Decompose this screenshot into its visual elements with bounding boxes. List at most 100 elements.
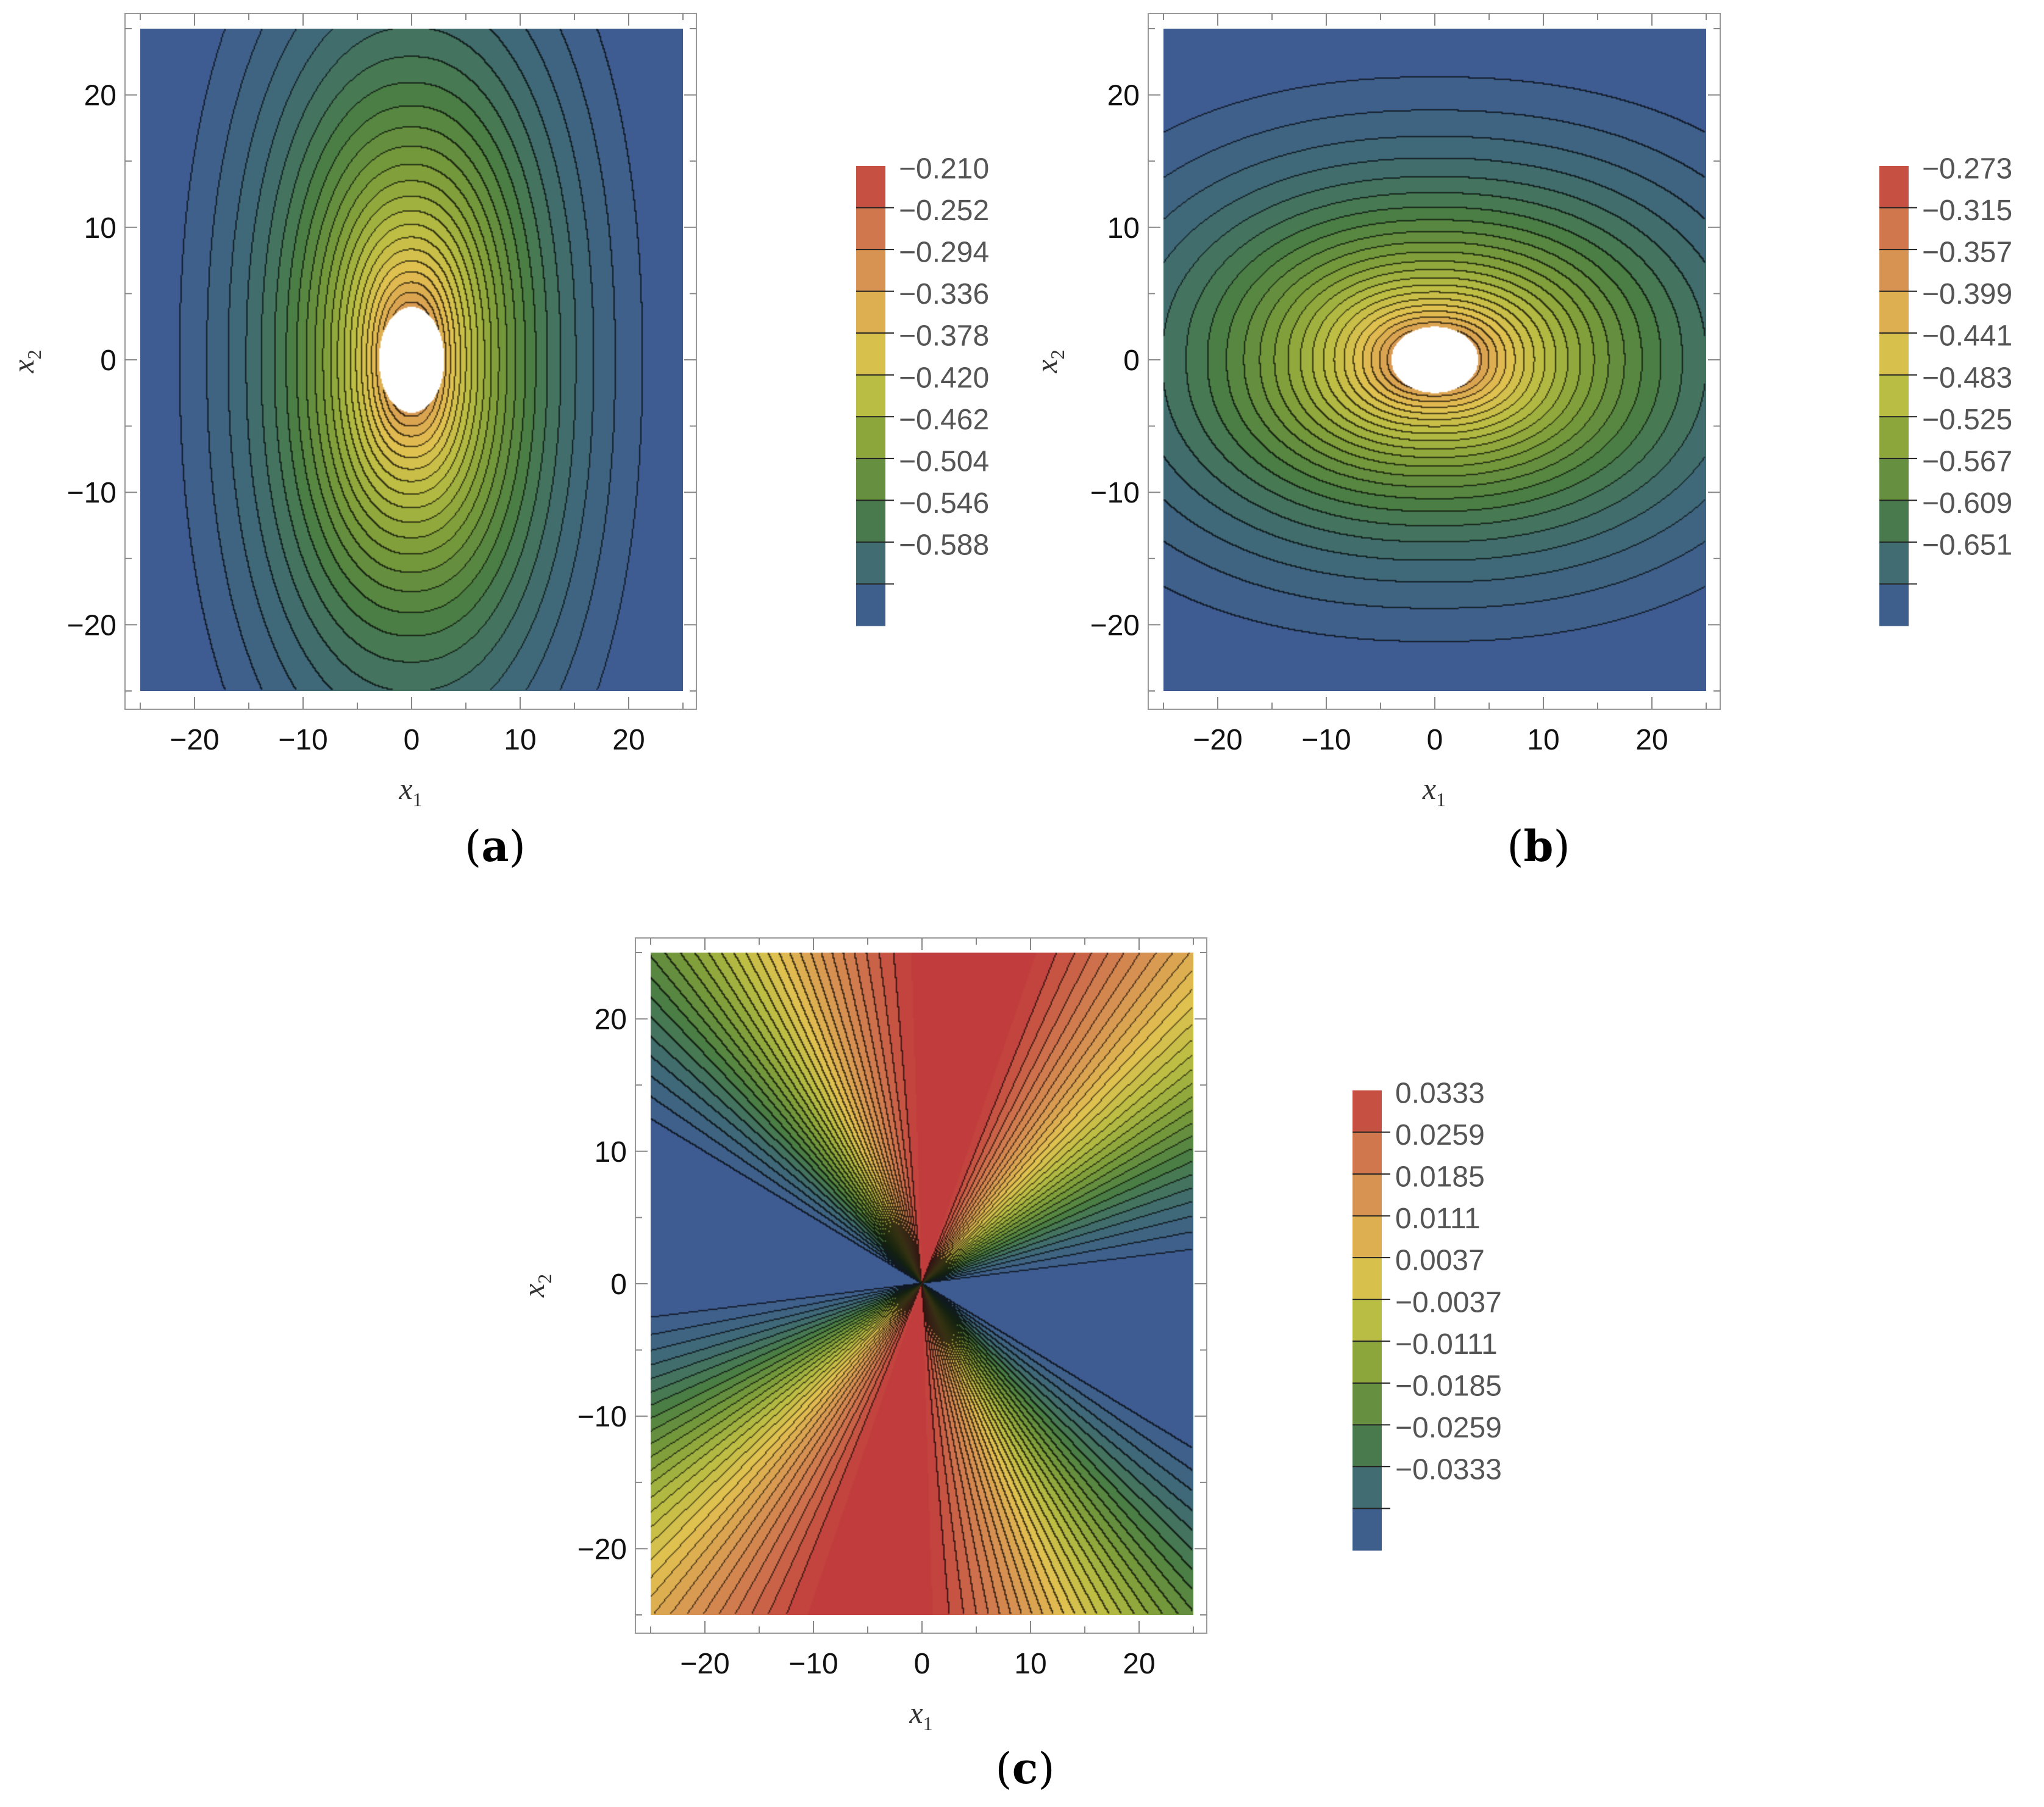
legend-swatch	[1353, 1132, 1382, 1175]
x-tick-label: 20	[1123, 1648, 1155, 1680]
y-tick-label: 20	[595, 1004, 627, 1036]
legend-label: 0.0259	[1395, 1119, 1485, 1151]
panel-label: (c)	[995, 1743, 1054, 1794]
y-tick-label: −10	[67, 477, 116, 509]
legend-label: 0.0185	[1395, 1161, 1485, 1193]
legend-label: −0.399	[1922, 278, 2012, 310]
y-axis-label: x2	[516, 1274, 556, 1298]
legend-swatch	[856, 542, 885, 585]
legend-swatch	[1353, 1508, 1382, 1551]
y-tick-label: 0	[610, 1268, 627, 1301]
legend-label: −0.420	[899, 362, 989, 394]
y-tick-label: 0	[100, 345, 116, 377]
legend-label: −0.525	[1922, 404, 2012, 436]
y-tick-label: −10	[1090, 477, 1140, 509]
legend-swatch	[1353, 1174, 1382, 1217]
legend-label: −0.567	[1922, 445, 2012, 478]
legend-label: −0.504	[899, 445, 989, 478]
legend-label: −0.315	[1922, 195, 2012, 227]
contour-field	[1163, 29, 1706, 691]
legend-label: −0.0037	[1395, 1286, 1502, 1319]
legend-label: −0.0185	[1395, 1370, 1502, 1402]
legend-swatch	[1353, 1299, 1382, 1342]
y-tick-label: 10	[1107, 212, 1140, 245]
y-tick-label: −20	[1090, 609, 1140, 642]
y-tick-label: 20	[1107, 80, 1140, 112]
legend-label: −0.588	[899, 529, 989, 561]
legend-label: −0.0259	[1395, 1412, 1502, 1444]
legend-label: −0.609	[1922, 487, 2012, 520]
legend-swatch	[1353, 1466, 1382, 1509]
x-axis-label: x1	[909, 1695, 932, 1734]
legend-swatch	[1353, 1258, 1382, 1300]
legend-label: 0.0111	[1395, 1203, 1481, 1235]
x-tick-label: 10	[1014, 1648, 1046, 1680]
legend-label: −0.378	[899, 320, 989, 352]
legend-swatch	[1353, 1215, 1382, 1258]
x-tick-label: 0	[404, 724, 420, 756]
x-tick-label: −20	[1193, 724, 1242, 756]
legend-label: −0.210	[899, 153, 989, 185]
panel-label: (a)	[465, 821, 526, 871]
x-axis-label: x1	[398, 771, 422, 810]
x-tick-label: −20	[680, 1648, 729, 1680]
y-tick-label: 10	[595, 1136, 627, 1168]
contour-field	[651, 953, 1193, 1615]
legend-label: 0.0037	[1395, 1245, 1485, 1277]
legend-swatch	[1353, 1425, 1382, 1467]
legend-swatch	[1879, 542, 1909, 585]
legend-swatch	[856, 333, 885, 376]
legend-swatch	[856, 374, 885, 417]
y-tick-label: 0	[1123, 345, 1140, 377]
panel-label: (b)	[1507, 821, 1570, 871]
x-tick-label: 0	[914, 1648, 931, 1680]
legend-swatch	[856, 500, 885, 543]
contour-field	[140, 29, 683, 691]
legend-label: −0.252	[899, 195, 989, 227]
x-axis-label: x1	[1422, 771, 1446, 810]
legend-label: −0.546	[899, 487, 989, 520]
x-tick-label: 20	[612, 724, 645, 756]
chart-panel-2: −20 −10 0 10 20 −20 −10 0 10 20 x1 x2 0.0333 0.0259 0.…	[516, 937, 1502, 1794]
legend-swatch	[1879, 374, 1909, 417]
legend-label: −0.462	[899, 404, 989, 436]
chart-panel-0: −20 −10 0 10 20 −20 −10 0 10 20 x1 x2 −0.210 −0.252 −0…	[6, 13, 989, 871]
legend-label: −0.0111	[1395, 1328, 1498, 1361]
y-tick-label: 10	[84, 212, 116, 245]
legend-swatch	[856, 417, 885, 459]
legend-label: −0.336	[899, 278, 989, 310]
legend-swatch	[856, 207, 885, 250]
legend-swatch	[1879, 417, 1909, 459]
y-tick-label: −20	[577, 1533, 627, 1565]
x-tick-label: 10	[504, 724, 536, 756]
legend-label: −0.441	[1922, 320, 2012, 352]
x-tick-label: −10	[1301, 724, 1351, 756]
legend-swatch	[856, 291, 885, 334]
y-axis-label: x2	[1029, 349, 1068, 373]
legend-swatch	[1879, 584, 1909, 626]
legend-label: −0.273	[1922, 153, 2012, 185]
x-tick-label: 10	[1527, 724, 1559, 756]
x-tick-label: −20	[170, 724, 219, 756]
legend-swatch	[1879, 249, 1909, 292]
legend-label: −0.294	[899, 237, 989, 269]
legend-label: 0.0333	[1395, 1078, 1485, 1110]
y-tick-label: −10	[577, 1401, 627, 1433]
chart-panel-1: −20 −10 0 10 20 −20 −10 0 10 20 x1 x2 −0.273 −0.315 −0…	[1029, 13, 2012, 871]
y-tick-label: −20	[67, 609, 116, 642]
y-tick-label: 20	[84, 80, 116, 112]
legend-swatch	[1879, 333, 1909, 376]
legend-swatch	[1353, 1090, 1382, 1133]
legend-swatch	[856, 458, 885, 501]
legend-swatch	[856, 166, 885, 209]
x-tick-label: −10	[278, 724, 327, 756]
x-tick-label: −10	[788, 1648, 838, 1680]
y-axis-label: x2	[6, 349, 45, 373]
legend-swatch	[1879, 458, 1909, 501]
legend-swatch	[1879, 207, 1909, 250]
legend-swatch	[856, 584, 885, 626]
legend-swatch	[1353, 1383, 1382, 1425]
legend-label: −0.0333	[1395, 1453, 1502, 1486]
legend-swatch	[1879, 166, 1909, 209]
